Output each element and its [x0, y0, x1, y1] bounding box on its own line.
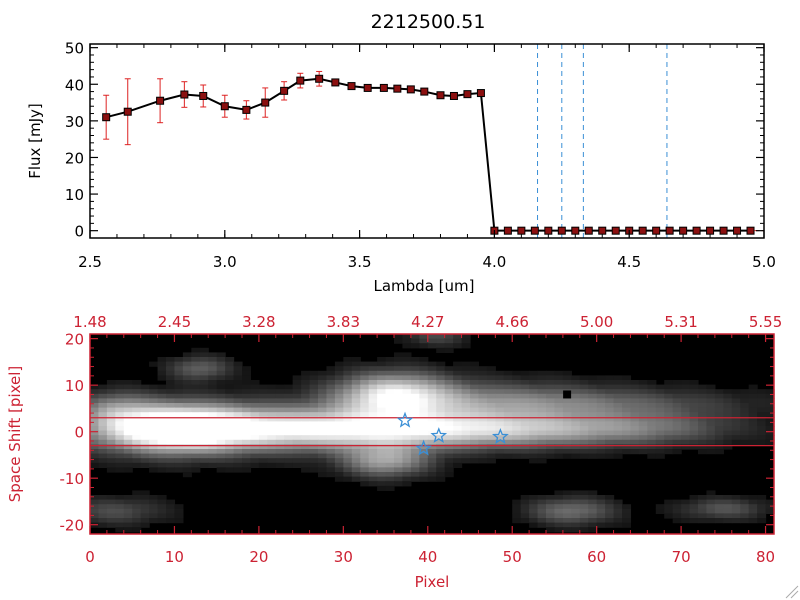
data-point [733, 226, 742, 235]
pixel-tick-label: 30 [334, 548, 353, 566]
space-shift-tick-label: 10 [65, 377, 84, 395]
wavelength-tick-label: 5.55 [749, 313, 782, 331]
data-point [199, 91, 208, 100]
pixel-tick-label: 70 [672, 548, 691, 566]
pixel-tick-label: 0 [85, 548, 95, 566]
space-shift-tick-label: 0 [74, 424, 84, 442]
x-tick-label: 3.0 [213, 253, 237, 271]
data-point [436, 91, 445, 100]
wavelength-tick-label: 5.31 [664, 313, 697, 331]
data-point [261, 98, 270, 107]
data-point [280, 86, 289, 95]
pixel-axis-label: Pixel [415, 573, 450, 591]
x-tick-label: 5.0 [752, 253, 776, 271]
data-point [331, 78, 340, 87]
pixel-tick-label: 20 [249, 548, 268, 566]
data-point [156, 96, 165, 105]
data-point [476, 89, 485, 98]
x-tick-label: 2.5 [78, 253, 102, 271]
wavelength-tick-label: 4.27 [411, 313, 444, 331]
data-point [242, 105, 251, 114]
data-point [347, 82, 356, 91]
data-point [719, 226, 728, 235]
pixel-tick-label: 80 [756, 548, 775, 566]
star-marker-icon [430, 427, 448, 443]
star-marker-icon [396, 411, 414, 428]
space-shift-tick-label: 20 [65, 331, 84, 349]
data-point [706, 226, 715, 235]
data-point [296, 76, 305, 85]
image-plot-frame [89, 333, 775, 535]
data-point [611, 226, 620, 235]
data-point [379, 83, 388, 92]
data-point [530, 226, 539, 235]
space-shift-tick-label: -20 [60, 517, 85, 535]
pixel-tick-label: 40 [418, 548, 437, 566]
dark-pixel [563, 390, 572, 399]
resize-grip-icon[interactable] [785, 585, 799, 599]
data-point [180, 90, 189, 99]
data-point [517, 226, 526, 235]
wavelength-tick-label: 3.83 [327, 313, 360, 331]
data-point [363, 83, 372, 92]
data-point [406, 85, 415, 94]
space-shift-axis-label: Space Shift [pixel] [6, 366, 24, 503]
wavelength-tick-label: 4.66 [496, 313, 529, 331]
y-tick-label: 30 [65, 113, 84, 131]
data-point [102, 113, 111, 122]
data-point [652, 226, 661, 235]
data-point [449, 91, 458, 100]
x-axis-label: Lambda [um] [374, 277, 475, 295]
space-shift-tick-label: -10 [60, 470, 85, 488]
pixel-tick-label: 10 [165, 548, 184, 566]
y-tick-label: 20 [65, 149, 84, 167]
wavelength-tick-label: 5.00 [580, 313, 613, 331]
pixel-tick-label: 50 [503, 548, 522, 566]
data-point [557, 226, 566, 235]
data-point [123, 107, 132, 116]
data-point [463, 90, 472, 99]
wavelength-tick-label: 2.45 [158, 313, 191, 331]
x-tick-label: 4.5 [617, 253, 641, 271]
data-point [393, 84, 402, 93]
star-marker-icon [491, 428, 509, 444]
data-point [420, 87, 429, 96]
data-point [571, 226, 580, 235]
pixel-tick-label: 60 [587, 548, 606, 566]
data-point [746, 226, 755, 235]
data-point [584, 226, 593, 235]
wavelength-tick-label: 3.28 [242, 313, 275, 331]
y-tick-label: 50 [65, 40, 84, 58]
spectrum-plot: 2212500.51 2.5 3.0 3.5 4.0 4.5 5.0 0 10 20 30 40 5… [26, 11, 776, 295]
y-tick-label: 0 [74, 223, 84, 241]
y-axis-label: Flux [mJy] [26, 103, 44, 179]
data-point [544, 226, 553, 235]
data-point [220, 102, 229, 111]
wavelength-tick-label: 1.48 [73, 313, 106, 331]
chart-title: 2212500.51 [371, 11, 486, 33]
data-point [638, 226, 647, 235]
data-point [598, 226, 607, 235]
x-tick-label: 3.5 [348, 253, 372, 271]
star-marker-icon [415, 439, 432, 456]
data-point [665, 226, 674, 235]
data-point [315, 74, 324, 83]
x-tick-label: 4.0 [482, 253, 506, 271]
y-tick-label: 10 [65, 186, 84, 204]
data-point [679, 226, 688, 235]
spectrum-image-plot: 0 10 20 30 40 50 60 70 80 -20 -10 0 10 20 1.48 2.45 3.… [6, 313, 782, 591]
data-point [692, 226, 701, 235]
data-point [503, 226, 512, 235]
spectrum-plot-frame [89, 43, 765, 239]
y-tick-label: 40 [65, 76, 84, 94]
